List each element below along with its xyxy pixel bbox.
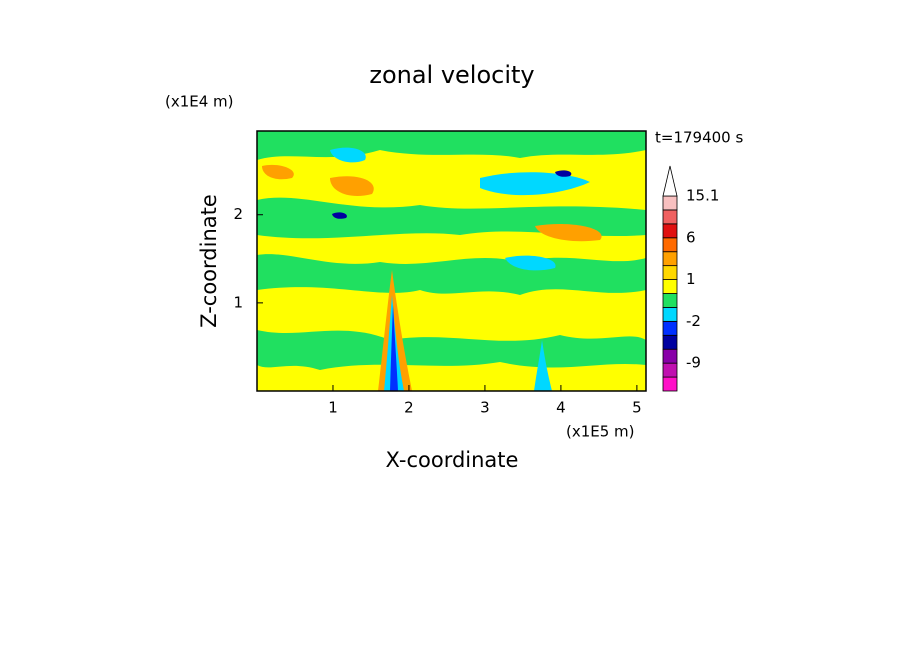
colorbar-label: 1	[686, 270, 696, 288]
colorbar-band	[662, 195, 678, 211]
colorbar-band	[662, 237, 678, 253]
contour-region	[332, 212, 347, 219]
x-tick-label: 4	[556, 399, 566, 417]
y-tick-label: 1	[233, 293, 243, 311]
x-axis-label: X-coordinate	[386, 448, 519, 472]
colorbar-band	[662, 265, 678, 280]
colorbar-label: -2	[686, 312, 701, 330]
colorbar-band	[662, 362, 678, 378]
colorbar-label: 6	[686, 228, 696, 246]
contour-region	[480, 172, 590, 196]
contour-region	[257, 330, 646, 370]
colorbar-band	[662, 251, 678, 267]
colorbar-band	[662, 348, 678, 364]
contour-region	[390, 305, 398, 391]
colorbar-band	[662, 293, 678, 308]
contour-field	[257, 131, 646, 391]
colorbar-label: 15.1	[686, 187, 719, 205]
x-tick-label: 2	[404, 399, 414, 417]
contour-region	[505, 255, 556, 271]
contour-region	[535, 223, 602, 242]
x-tick-label: 3	[480, 399, 490, 417]
contour-region	[555, 170, 572, 177]
plot-frame	[256, 130, 647, 392]
colorbar-band	[662, 334, 678, 350]
contour-region	[262, 164, 294, 180]
colorbar-band	[662, 223, 678, 239]
y-tick-label: 2	[233, 205, 243, 223]
contour-region	[330, 176, 374, 197]
x-tick-label: 1	[328, 399, 338, 417]
colorbar-band	[662, 307, 678, 322]
contour-region	[330, 147, 366, 163]
y-unit: (x1E4 m)	[165, 93, 234, 111]
colorbar-band	[662, 209, 678, 225]
x-tick-label: 5	[632, 399, 642, 417]
colorbar-extension	[662, 165, 678, 197]
colorbar-band	[662, 279, 678, 294]
colorbar-band	[662, 376, 678, 392]
chart-title: zonal velocity	[369, 61, 534, 89]
contour-region	[534, 340, 552, 391]
colorbar-band	[662, 320, 678, 336]
colorbar-label: -9	[686, 354, 701, 372]
x-unit: (x1E5 m)	[566, 423, 635, 441]
annotation: t=179400 s	[655, 129, 743, 147]
y-axis-label: Z-coordinate	[197, 194, 221, 328]
